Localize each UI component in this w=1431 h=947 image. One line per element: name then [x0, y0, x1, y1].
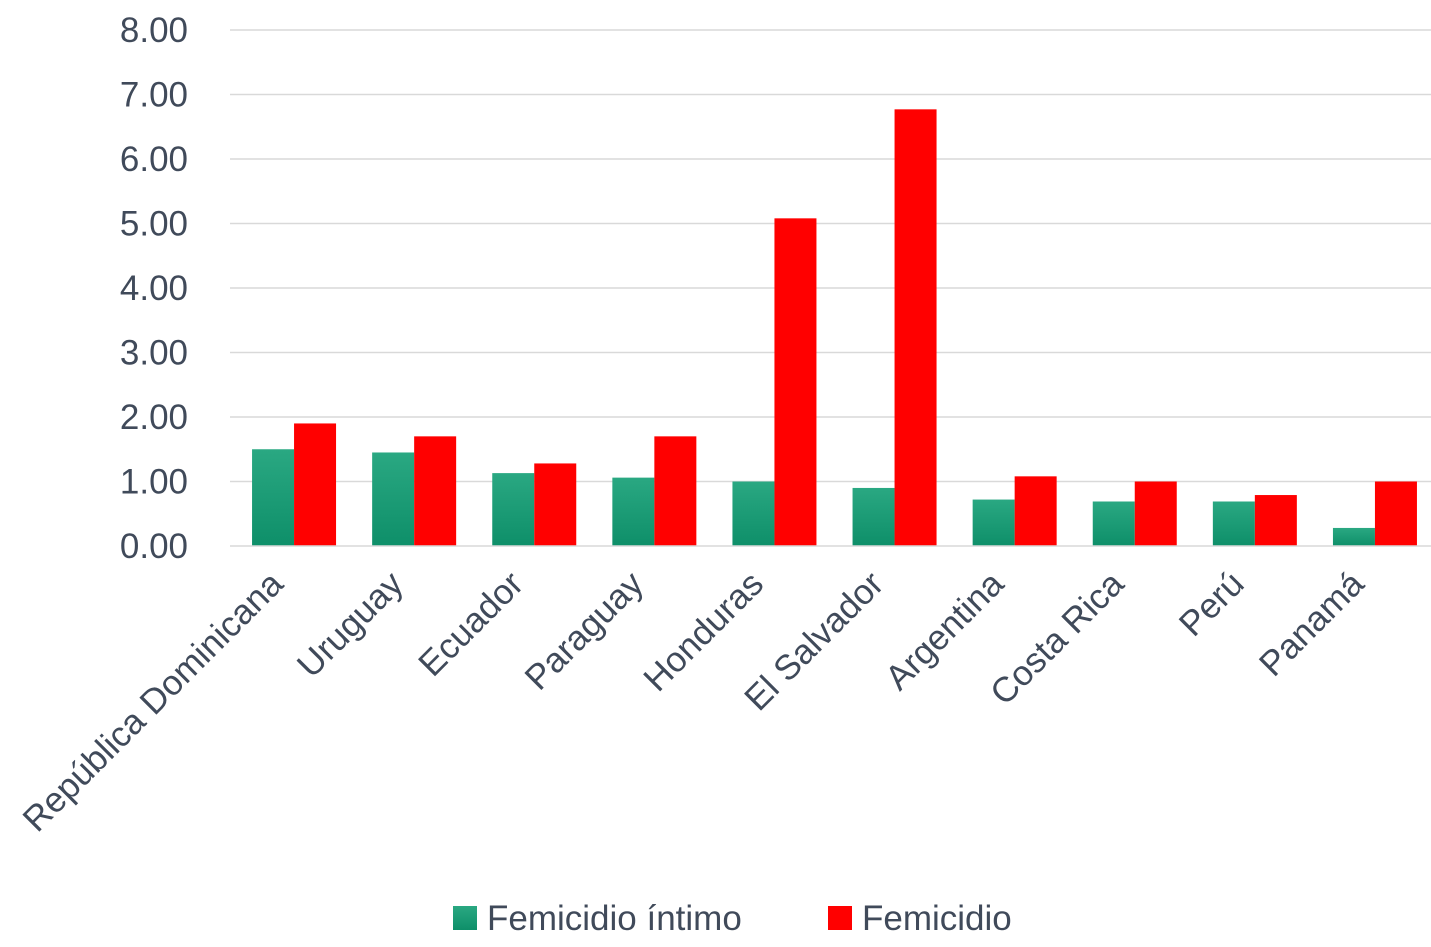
y-tick-label: 1.00 [120, 463, 188, 502]
bar-femicidio-8 [1254, 495, 1297, 546]
bar-femicidio-intimo-1 [372, 452, 415, 546]
y-tick-label: 4.00 [120, 269, 188, 308]
bar-femicidio-4 [774, 218, 817, 546]
y-tick-label: 6.00 [120, 140, 188, 179]
bar-femicidio-6 [1014, 476, 1057, 546]
bar-femicidio-0 [294, 423, 337, 546]
y-tick-label: 3.00 [120, 334, 188, 373]
x-tick-label: Paraguay [517, 564, 651, 698]
bar-femicidio-intimo-2 [492, 473, 535, 546]
bar-femicidio-intimo-4 [732, 481, 775, 546]
y-tick-label: 2.00 [120, 398, 188, 437]
legend: Femicidio íntimo Femicidio [453, 899, 1012, 938]
bar-femicidio-3 [654, 436, 697, 546]
y-tick-label: 8.00 [120, 11, 188, 50]
bar-femicidio-intimo-5 [852, 487, 895, 546]
bar-femicidio-intimo-9 [1332, 527, 1375, 546]
x-tick-label: Uruguay [290, 564, 411, 685]
gridlines [230, 29, 1431, 483]
bar-femicidio-9 [1374, 481, 1417, 546]
y-tick-label: 5.00 [120, 205, 188, 244]
bar-femicidio-7 [1134, 481, 1177, 546]
legend-swatch-femicidio-intimo [453, 906, 477, 930]
legend-label-femicidio-intimo: Femicidio íntimo [487, 899, 742, 938]
y-tick-label: 7.00 [120, 76, 188, 115]
y-axis-ticks: 0.00 1.00 2.00 3.00 4.00 5.00 6.00 7.00 8.00 [120, 11, 188, 566]
x-tick-label: Panamá [1252, 564, 1372, 684]
bar-femicidio-intimo-3 [612, 477, 655, 546]
bar-femicidio-intimo-6 [972, 499, 1015, 546]
bar-femicidio-intimo-0 [252, 449, 295, 546]
bar-femicidio-intimo-7 [1092, 501, 1135, 546]
legend-swatch-femicidio [828, 906, 852, 930]
x-tick-label: República Dominicana [15, 564, 291, 840]
x-tick-label: Ecuador [411, 564, 531, 684]
bars [252, 109, 1417, 547]
legend-label-femicidio: Femicidio [862, 899, 1012, 938]
bar-femicidio-1 [414, 436, 457, 546]
bar-femicidio-2 [534, 463, 577, 546]
x-tick-label: Perú [1172, 564, 1252, 644]
bar-femicidio-5 [894, 109, 937, 547]
y-tick-label: 0.00 [120, 527, 188, 566]
bar-femicidio-intimo-8 [1212, 501, 1255, 546]
